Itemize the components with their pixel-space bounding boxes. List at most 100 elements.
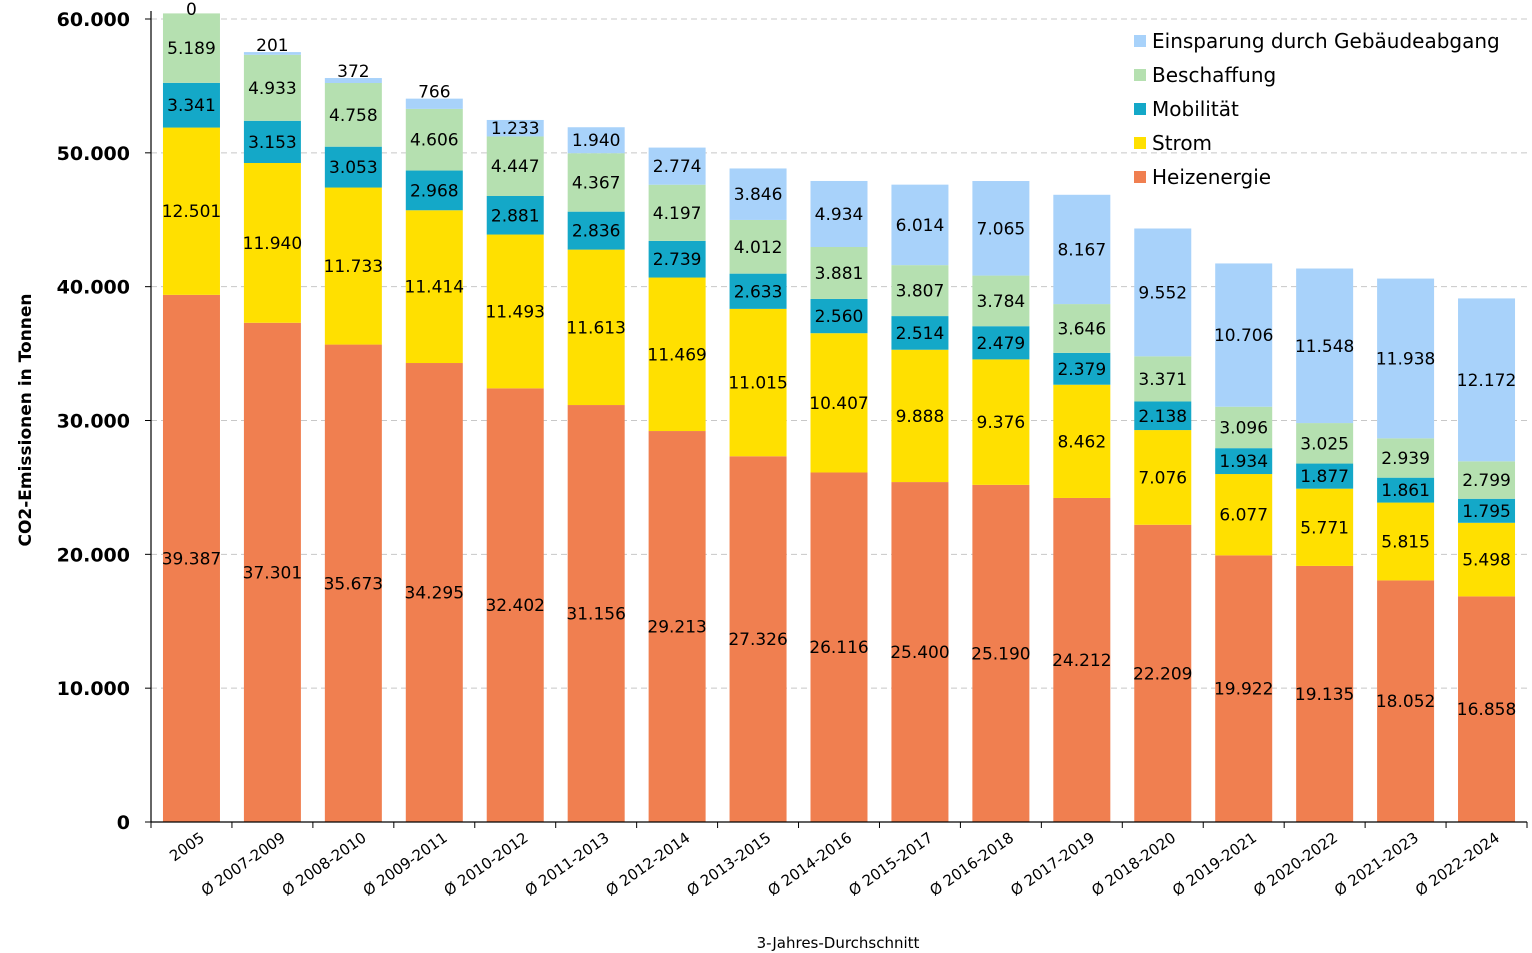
x-tick-label: Ø 2010-2012 [441,829,532,900]
data-label: 3.025 [1300,434,1349,454]
y-tick-label: 50.000 [57,143,130,165]
bar-segment [1134,430,1192,525]
legend-swatch [1134,35,1146,47]
bar-segment [324,78,382,84]
data-label: 3.881 [815,264,864,284]
bar-segment [729,273,787,309]
y-tick-label: 20.000 [57,544,130,566]
data-label: 2.560 [815,307,864,327]
data-label: 2.881 [491,206,540,226]
x-tick-label: Ø 2020-2022 [1250,829,1341,900]
bar-segment [243,322,301,822]
data-label: 25.400 [890,643,949,663]
bar-segment [972,359,1030,485]
bar-segment [648,240,706,278]
bar-segment [405,363,463,822]
data-label: 11.938 [1376,349,1435,369]
data-label: 3.053 [329,158,378,178]
legend-label: Einsparung durch Gebäudeabgang [1152,29,1500,53]
data-label: 26.116 [809,638,868,658]
data-label: 2.479 [977,334,1026,354]
data-label: 5.771 [1300,518,1349,538]
bar-segment [891,184,949,266]
data-label: 25.190 [971,644,1030,664]
data-label: 4.367 [572,173,621,193]
bar-segment [1053,497,1111,822]
bar-segment [243,120,301,163]
x-tick-label: Ø 2016-2018 [926,829,1017,900]
data-label: 10.706 [1214,326,1273,346]
bar-segment [648,184,706,241]
data-label: 1.861 [1381,481,1430,501]
x-tick-label: Ø 2007-2009 [198,829,289,900]
bar-segment [1377,438,1435,478]
data-label: 34.295 [405,584,464,604]
data-label: 3.341 [167,96,216,116]
y-axis-title: CO2-Emissionen in Tonnen [16,293,36,546]
x-tick-label: 2005 [166,829,208,866]
data-label: 3.784 [977,292,1026,312]
bars [162,13,1516,823]
bar-segment [567,153,625,212]
x-tick-label: Ø 2019-2021 [1169,829,1260,900]
data-label: 8.462 [1057,432,1106,452]
data-label: 5.498 [1462,551,1511,571]
bar-segment [405,170,463,211]
data-label: 1.795 [1462,502,1511,522]
x-tick-label: Ø 2015-2017 [845,829,936,900]
data-label: 4.447 [491,157,540,177]
data-label: 31.156 [566,605,625,625]
y-tick-label: 0 [117,812,130,834]
data-labels: 39.387 12.501 3.341 5.189 0 37.301 11.940 3.153… [162,0,1517,720]
data-label: 24.212 [1052,651,1111,671]
bar-segment [1053,384,1111,498]
bar-segment [243,162,301,323]
x-tick-label: Ø 2013-2015 [683,829,774,900]
bar-segment [891,482,949,822]
data-label: 9.888 [896,407,945,427]
bar-segment [1458,298,1516,462]
data-label: 3.846 [734,185,783,205]
bar-segment [243,54,301,121]
x-tick-label: Ø 2012-2014 [603,829,694,900]
legend-swatch [1134,171,1146,183]
data-label: 39.387 [162,549,221,569]
data-label: 11.015 [728,374,787,394]
data-label: 2.939 [1381,449,1430,469]
bar-segment [162,127,220,295]
bar-segment [324,146,382,188]
data-label: 27.326 [728,630,787,650]
bar-segment [324,83,382,147]
data-label: 11.613 [566,318,625,338]
bar-segment [648,431,706,822]
data-label: 4.758 [329,106,378,126]
x-tick-label: Ø 2022-2024 [1412,829,1503,900]
data-label: 2.836 [572,222,621,242]
bar-segment [1053,304,1111,353]
bar-segment [1053,194,1111,305]
bar-segment [1296,423,1354,464]
bar-segment [810,298,868,334]
bar-segment [972,484,1030,822]
bar-segment [1377,477,1435,503]
bar-segment [486,234,544,389]
data-label: 2.968 [410,181,459,201]
legend-label: Beschaffung [1152,63,1276,87]
bar-segment [729,219,787,274]
bar-segment [729,456,787,822]
bar-segment [486,195,544,235]
bar-segment [1377,278,1435,439]
data-label: 1.877 [1300,467,1349,487]
data-label: 2.774 [653,157,702,177]
data-label: 29.213 [647,618,706,638]
bar-segment [648,147,706,185]
data-label: 3.646 [1057,319,1106,339]
bar-segment [1134,401,1192,431]
x-tick-label: Ø 2009-2011 [360,829,451,900]
data-label: 3.371 [1138,370,1187,390]
data-label: 372 [337,62,369,82]
data-label: 11.469 [647,345,706,365]
data-label: 11.414 [405,278,464,298]
legend-label: Strom [1152,131,1212,155]
